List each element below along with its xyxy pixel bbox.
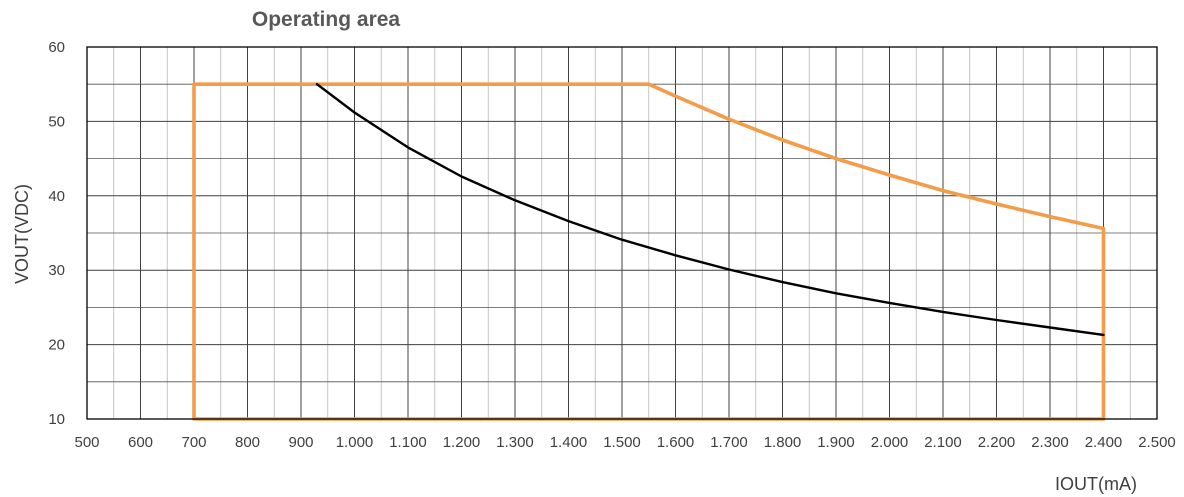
x-tick-label: 1.400 bbox=[550, 434, 588, 451]
x-tick-label: 2.100 bbox=[924, 434, 962, 451]
x-tick-label: 1.700 bbox=[710, 434, 748, 451]
x-tick-label: 1.600 bbox=[657, 434, 695, 451]
y-tick-label: 20 bbox=[48, 337, 65, 354]
x-tick-label: 1.300 bbox=[496, 434, 534, 451]
x-tick-label: 1.200 bbox=[443, 434, 481, 451]
plot-frame bbox=[86, 46, 1158, 420]
x-tick-label: 2.500 bbox=[1138, 434, 1176, 451]
constant-power-curve-line bbox=[315, 82, 1105, 337]
x-tick-label: 1.500 bbox=[603, 434, 641, 451]
x-tick-label: 1.000 bbox=[336, 434, 374, 451]
y-axis-label: VOUT(VDC) bbox=[12, 184, 32, 284]
x-axis-label: IOUT(mA) bbox=[1055, 474, 1137, 494]
x-axis-ticks: 500 600 700 800 900 1.000 1.100 1.200 1.300 1.400… bbox=[74, 434, 1175, 451]
x-tick-label: 900 bbox=[288, 434, 313, 451]
operating-area-boundary-line bbox=[192, 82, 1106, 421]
series-group bbox=[192, 82, 1106, 421]
y-tick-label: 40 bbox=[48, 188, 65, 205]
x-tick-label: 2.200 bbox=[978, 434, 1016, 451]
chart-title: Operating area bbox=[252, 8, 401, 31]
x-tick-label: 600 bbox=[128, 434, 153, 451]
grid bbox=[87, 47, 1157, 419]
y-axis-ticks: 10 20 30 40 50 60 bbox=[48, 39, 65, 428]
x-tick-label: 800 bbox=[235, 434, 260, 451]
x-tick-label: 500 bbox=[74, 434, 99, 451]
x-tick-label: 1.100 bbox=[389, 434, 427, 451]
y-tick-label: 60 bbox=[48, 39, 65, 56]
y-tick-label: 30 bbox=[48, 262, 65, 279]
x-tick-label: 2.300 bbox=[1031, 434, 1069, 451]
y-tick-label: 50 bbox=[48, 113, 65, 130]
x-tick-label: 700 bbox=[181, 434, 206, 451]
y-tick-label: 10 bbox=[48, 411, 65, 428]
x-tick-label: 1.900 bbox=[817, 434, 855, 451]
x-tick-label: 1.800 bbox=[764, 434, 802, 451]
x-tick-label: 2.400 bbox=[1085, 434, 1123, 451]
x-tick-label: 2.000 bbox=[871, 434, 909, 451]
